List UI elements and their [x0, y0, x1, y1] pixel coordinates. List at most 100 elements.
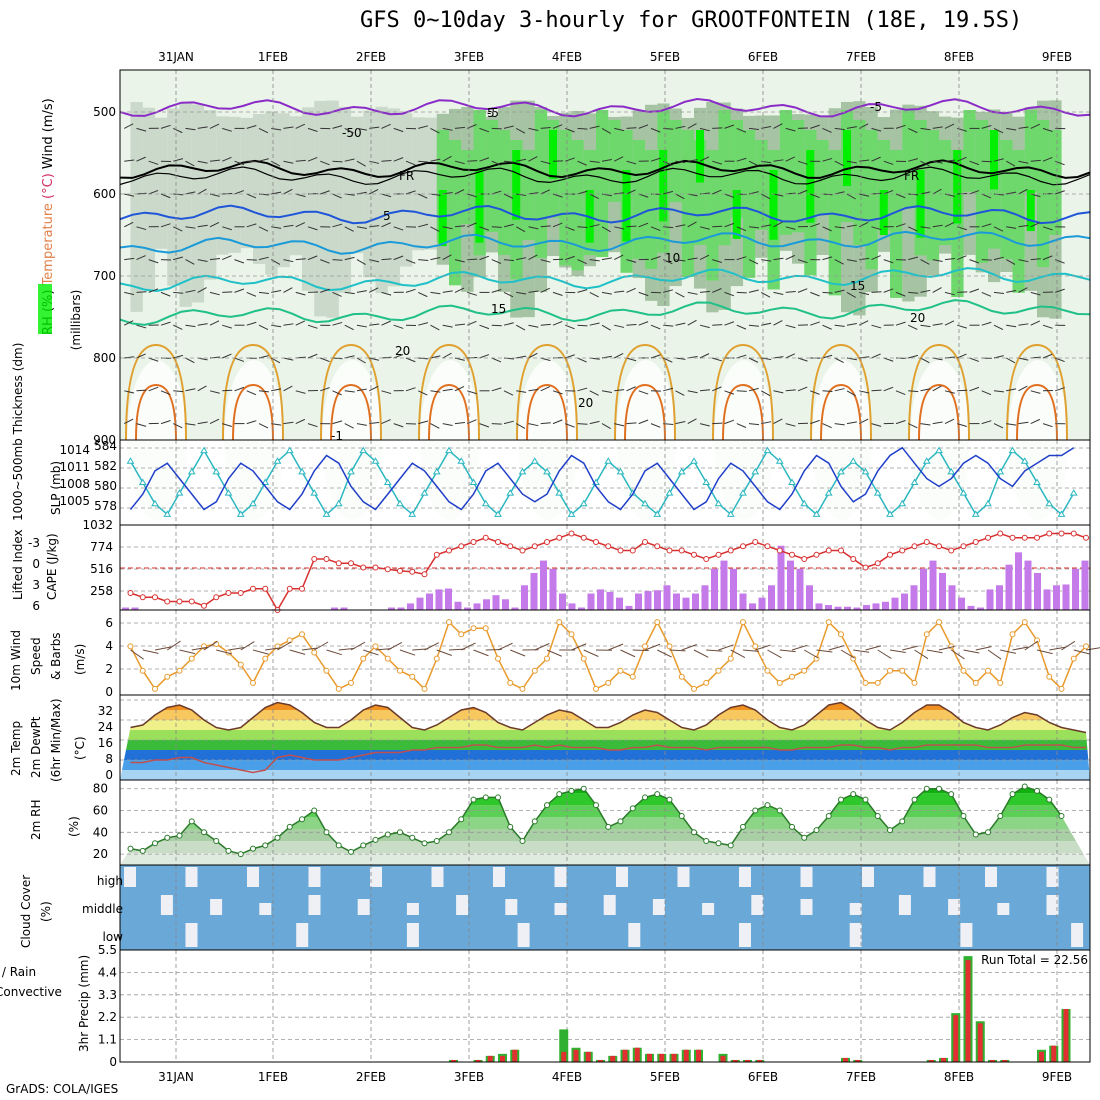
thickness-line-marker — [298, 467, 306, 475]
wind-barb — [1018, 188, 1028, 195]
precip-legend-conv: Convective — [0, 985, 62, 999]
rh2-line-marker — [397, 829, 403, 836]
wind-barb — [528, 226, 539, 230]
cape-bar — [834, 606, 842, 610]
wind-barb — [675, 421, 686, 425]
wind-barb — [258, 355, 269, 359]
thickness-line-marker — [347, 467, 355, 475]
wind-barb — [528, 352, 538, 359]
wind-barb — [209, 390, 220, 394]
wind-barb — [271, 290, 282, 293]
thickness-tick: 578 — [94, 499, 117, 513]
lifted-index-line-marker — [691, 551, 697, 558]
wind-barb — [222, 423, 232, 428]
lifted-index-line-marker — [580, 534, 587, 541]
wind-barb — [1018, 259, 1029, 263]
wind-barb — [859, 390, 870, 394]
grads-credit: GrADS: COLA/IGES — [6, 1082, 119, 1096]
wind10-tick: 0 — [105, 685, 113, 699]
wind10-barb — [791, 644, 808, 651]
wind-barb — [222, 226, 232, 231]
wind-barb — [307, 353, 318, 359]
wind-barb — [124, 291, 135, 296]
rh-shade-column — [549, 130, 557, 179]
wind-barb — [663, 387, 674, 392]
wind-barb — [209, 159, 220, 162]
wind-barb — [246, 390, 257, 396]
rh2-line-marker — [887, 827, 893, 834]
wind-barb — [650, 423, 661, 428]
t2m-tick: 24 — [98, 720, 113, 734]
cape-bar — [977, 607, 984, 610]
wind10-barb — [399, 649, 416, 656]
cloud-high-gap — [308, 867, 321, 887]
thickness-line-marker — [212, 467, 221, 475]
wind-barb — [846, 224, 857, 228]
rh2-line-marker — [985, 829, 991, 836]
warm-contour — [232, 383, 274, 441]
wind-barb — [124, 221, 134, 228]
wind-barb — [320, 288, 330, 293]
date-label-top: 6FEB — [748, 50, 778, 64]
thickness-line-marker — [996, 467, 1005, 475]
wind-barb — [516, 257, 527, 261]
cloud-middle-gap — [554, 903, 567, 915]
lifted-index-line-marker — [176, 598, 183, 605]
wind-barb — [1006, 357, 1016, 364]
wind-barb — [393, 423, 404, 428]
wind-barb — [822, 324, 832, 330]
rh2-line-marker — [1021, 783, 1028, 790]
wind-barb — [209, 320, 220, 326]
lifted-index-line-marker — [556, 534, 563, 541]
wind-barb — [736, 226, 747, 232]
wind-barb — [687, 221, 697, 228]
wind-barb — [234, 386, 245, 392]
upper-panel-frame — [119, 69, 1091, 441]
t2m-ylabel: 2m Temp — [9, 721, 23, 776]
wind-barb — [344, 390, 355, 393]
cape-bar — [777, 545, 785, 610]
wind-barb — [1018, 357, 1029, 361]
wind-barb — [540, 127, 551, 129]
wind-barb — [626, 189, 636, 195]
rh-shade-column — [659, 150, 668, 222]
date-label-bottom: 8FEB — [944, 1070, 974, 1084]
cape-bar — [502, 599, 509, 610]
wind-barb — [332, 193, 342, 199]
cloud-middle-gap — [406, 903, 419, 915]
date-label-bottom: 5FEB — [650, 1070, 680, 1084]
lifted-index-line-marker — [127, 590, 134, 596]
wind-barb — [601, 291, 612, 295]
rh-shade-column — [302, 107, 315, 291]
wind10-barb — [473, 649, 489, 657]
rh-shade-column — [963, 110, 976, 192]
precip-conv-bar — [757, 1059, 763, 1062]
wind-barb — [442, 352, 452, 359]
lifted-index-line-marker — [299, 585, 305, 592]
wind-barb — [124, 320, 134, 326]
wind-barb — [908, 354, 919, 359]
wind-barb — [503, 125, 514, 129]
wind-barb — [944, 193, 955, 197]
warm-contour — [624, 383, 666, 441]
wind-barb — [258, 291, 269, 294]
wind-barb — [540, 259, 551, 263]
wind-barb — [418, 390, 428, 396]
cloud-high-gap — [862, 867, 874, 887]
wind-barb — [283, 385, 293, 392]
lifted-tick: 0 — [32, 557, 40, 571]
cloud-level-label: low — [103, 930, 124, 944]
wind-barb — [430, 158, 441, 162]
wind-barb — [197, 160, 208, 164]
wind-barb — [1042, 423, 1053, 428]
cloud-low-gap — [1071, 923, 1084, 947]
rh-shade-column — [167, 108, 180, 286]
lifted-index-line-marker — [458, 543, 465, 550]
cape-bar — [863, 605, 870, 610]
wind-barb — [773, 257, 784, 261]
rh2-line-marker — [286, 823, 293, 830]
lifted-index-line-marker — [433, 551, 440, 558]
lifted-index-line-marker — [225, 590, 232, 596]
wind-barb — [650, 354, 661, 359]
wind-barb — [871, 156, 881, 162]
